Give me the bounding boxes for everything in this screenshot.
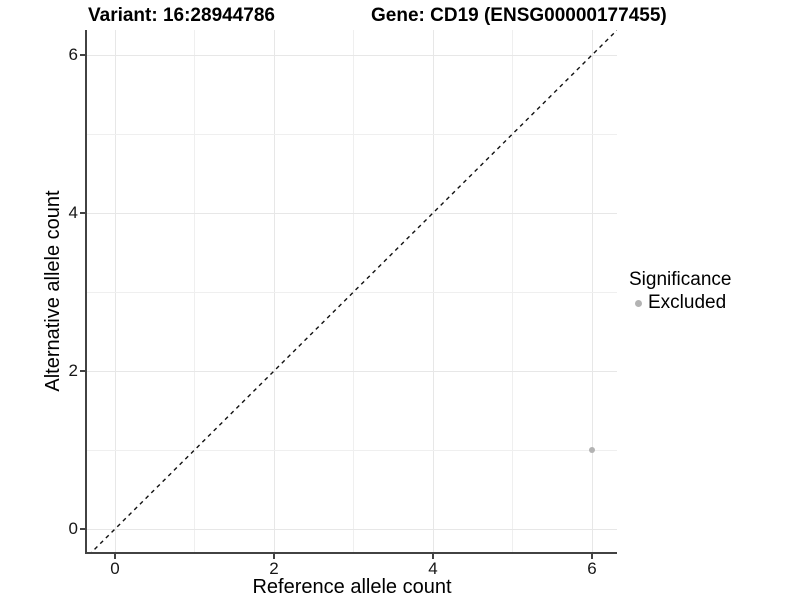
x-tick-label-4: 4 bbox=[428, 559, 438, 578]
legend: Significance Excluded bbox=[629, 270, 731, 313]
gridline-y-2 bbox=[87, 370, 617, 372]
y-axis-title: Alternative allele count bbox=[42, 190, 64, 392]
gridline-y-0 bbox=[87, 528, 617, 530]
y-tick-6 bbox=[80, 54, 85, 56]
x-tick-2 bbox=[273, 554, 275, 559]
x-tick-label-6: 6 bbox=[587, 559, 597, 578]
legend-key bbox=[629, 294, 647, 312]
x-tick-6 bbox=[591, 554, 593, 559]
gridline-y-1 bbox=[87, 449, 617, 451]
x-tick-label-2: 2 bbox=[269, 559, 279, 578]
x-tick-label-0: 0 bbox=[110, 559, 120, 578]
y-tick-label-4: 4 bbox=[68, 203, 78, 222]
y-tick-label-2: 2 bbox=[68, 361, 78, 380]
gridline-y-6 bbox=[87, 54, 617, 56]
plot-title-variant: Variant: 16:28944786 bbox=[88, 5, 275, 26]
x-axis-line bbox=[85, 552, 617, 554]
gridline-y-4 bbox=[87, 212, 617, 214]
x-axis-title: Reference allele count bbox=[252, 576, 452, 598]
y-tick-2 bbox=[80, 370, 85, 372]
data-point-excluded-6-1 bbox=[589, 447, 595, 453]
legend-entries: Excluded bbox=[629, 293, 731, 313]
y-tick-label-6: 6 bbox=[68, 45, 78, 64]
x-tick-0 bbox=[114, 554, 116, 559]
y-tick-0 bbox=[80, 528, 85, 530]
x-tick-4 bbox=[432, 554, 434, 559]
y-tick-4 bbox=[80, 212, 85, 214]
gridline-y-3 bbox=[87, 291, 617, 293]
legend-title: Significance bbox=[629, 269, 732, 290]
legend-entry-label: Excluded bbox=[648, 292, 727, 313]
identity-line bbox=[89, 30, 617, 553]
legend-dot-icon bbox=[634, 299, 642, 307]
plot-title-gene: Gene: CD19 (ENSG00000177455) bbox=[371, 5, 667, 26]
gridline-y-5 bbox=[87, 133, 617, 135]
y-axis-line bbox=[85, 30, 87, 554]
legend-entry-excluded: Excluded bbox=[629, 293, 731, 313]
y-tick-label-0: 0 bbox=[68, 519, 78, 538]
